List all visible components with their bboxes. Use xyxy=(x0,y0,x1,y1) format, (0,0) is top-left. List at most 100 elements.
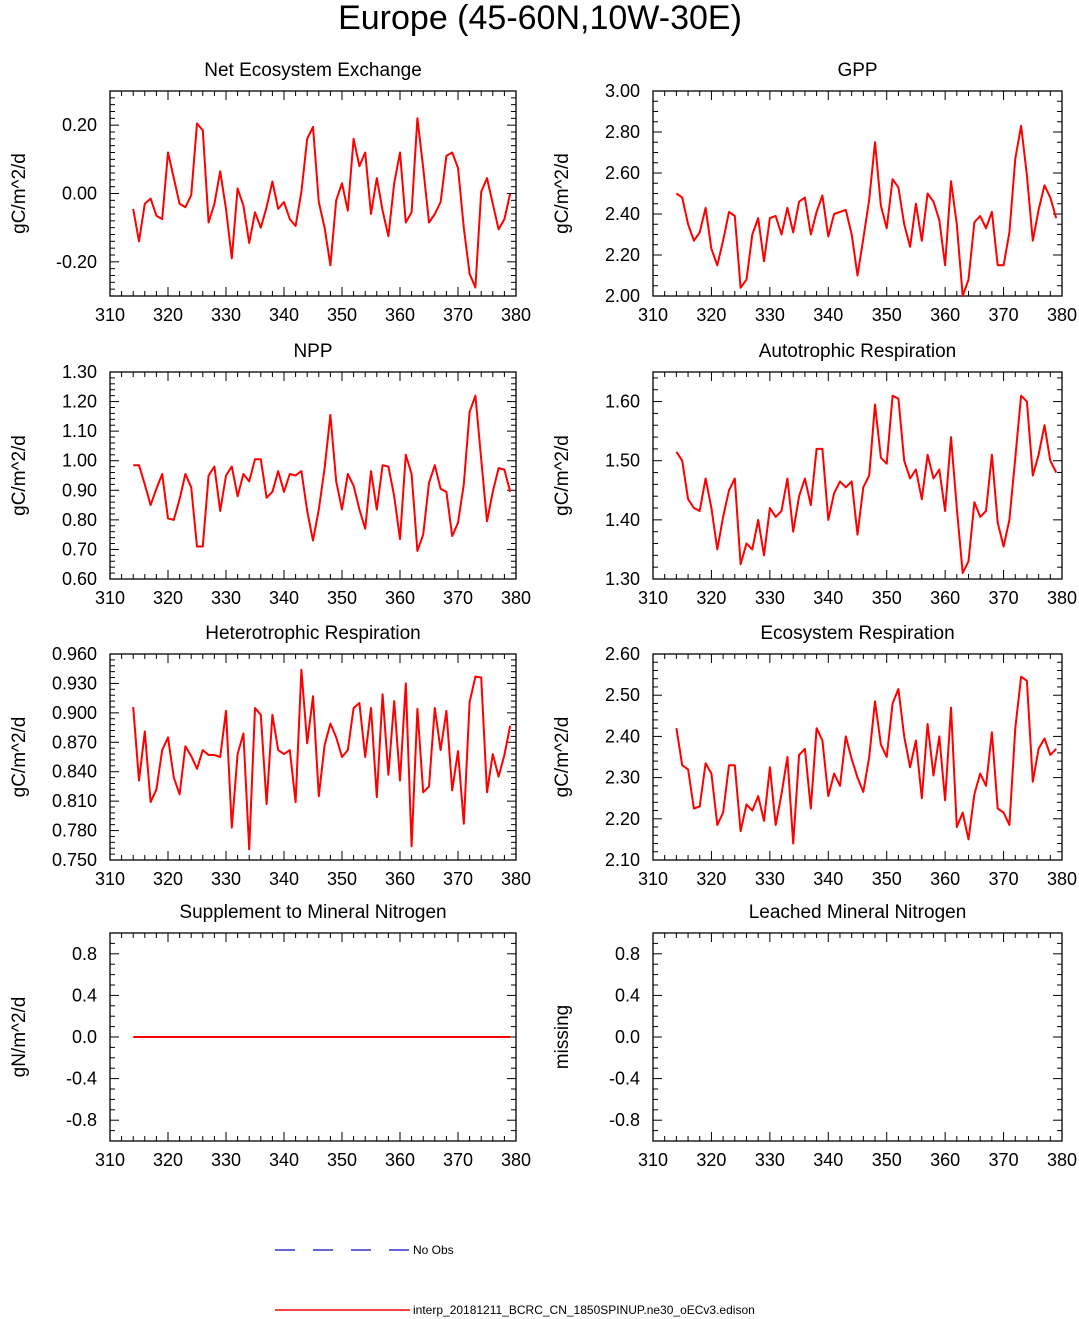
x-tick-label: 310 xyxy=(638,869,668,889)
x-tick-label: 320 xyxy=(696,869,726,889)
y-tick-label: 0.60 xyxy=(62,569,97,589)
y-tick-label: 2.20 xyxy=(605,245,640,265)
x-tick-label: 340 xyxy=(813,588,843,608)
panel-title: Autotrophic Respiration xyxy=(759,341,957,362)
x-tick-label: 370 xyxy=(989,1150,1019,1170)
x-tick-label: 360 xyxy=(930,1150,960,1170)
y-tick-label: -0.8 xyxy=(66,1110,97,1130)
y-tick-label: 0.8 xyxy=(615,944,640,964)
y-tick-label: 2.40 xyxy=(605,726,640,746)
x-tick-label: 370 xyxy=(443,1150,473,1170)
x-tick-label: 350 xyxy=(872,588,902,608)
plot-frame xyxy=(109,653,517,861)
x-tick-label: 340 xyxy=(269,305,299,325)
y-tick-label: 1.10 xyxy=(62,421,97,441)
y-axis-label: gC/m^2/d xyxy=(552,153,573,234)
x-tick-label: 350 xyxy=(327,305,357,325)
model-series-line xyxy=(132,668,512,851)
x-tick-label: 360 xyxy=(385,305,415,325)
x-tick-label: 370 xyxy=(989,588,1019,608)
panel-title: NPP xyxy=(293,341,332,362)
x-tick-label: 330 xyxy=(755,869,785,889)
model-series-line xyxy=(132,117,512,289)
y-tick-label: 0.780 xyxy=(52,821,97,841)
x-tick-label: 310 xyxy=(95,588,125,608)
y-axis-label: missing xyxy=(552,1005,573,1069)
x-tick-label: 320 xyxy=(696,1150,726,1170)
x-tick-label: 360 xyxy=(385,588,415,608)
panel-title: Heterotrophic Respiration xyxy=(205,623,420,644)
x-tick-label: 350 xyxy=(327,1150,357,1170)
x-tick-label: 380 xyxy=(501,869,531,889)
x-tick-label: 350 xyxy=(872,1150,902,1170)
x-tick-label: 380 xyxy=(1047,588,1077,608)
x-tick-label: 380 xyxy=(1047,1150,1077,1170)
x-tick-label: 330 xyxy=(755,588,785,608)
plot-frame xyxy=(109,371,517,580)
model-series-line xyxy=(675,675,1057,845)
x-tick-label: 320 xyxy=(153,588,183,608)
y-tick-label: 2.50 xyxy=(605,685,640,705)
y-tick-label: 0.810 xyxy=(52,791,97,811)
y-tick-label: 2.10 xyxy=(605,850,640,870)
x-tick-label: 370 xyxy=(443,588,473,608)
x-tick-label: 330 xyxy=(755,305,785,325)
x-tick-label: 350 xyxy=(872,869,902,889)
panel-4: Autotrophic Respiration gC/m^2/d 310 320 330… xyxy=(552,341,1077,608)
x-tick-label: 360 xyxy=(385,1150,415,1170)
model-series-line xyxy=(133,394,512,552)
panel-title: GPP xyxy=(837,60,877,81)
panel-8: Leached Mineral Nitrogen missing 310 320 330… xyxy=(552,902,1077,1170)
y-tick-label: 0.750 xyxy=(52,850,97,870)
panel-title: Leached Mineral Nitrogen xyxy=(749,902,967,923)
y-tick-label: 0.4 xyxy=(72,985,97,1005)
x-tick-label: 340 xyxy=(269,869,299,889)
y-tick-label: 0.930 xyxy=(52,673,97,693)
y-tick-label: 0.90 xyxy=(62,480,97,500)
y-tick-label: 2.60 xyxy=(605,163,640,183)
y-axis-label: gC/m^2/d xyxy=(552,717,573,798)
x-tick-label: 370 xyxy=(443,305,473,325)
y-tick-label: 0.80 xyxy=(62,510,97,530)
y-tick-label: 2.80 xyxy=(605,122,640,142)
y-tick-label: 0.4 xyxy=(615,985,640,1005)
y-tick-label: 2.20 xyxy=(605,809,640,829)
panel-1: Net Ecosystem Exchange gC/m^2/d 310 320 330 3… xyxy=(9,60,531,325)
y-tick-label: 1.40 xyxy=(605,510,640,530)
x-tick-label: 340 xyxy=(269,1150,299,1170)
plot-frame xyxy=(652,653,1063,861)
y-tick-label: 0.0 xyxy=(615,1027,640,1047)
x-tick-label: 330 xyxy=(755,1150,785,1170)
x-tick-label: 370 xyxy=(989,869,1019,889)
panel-3: NPP gC/m^2/d 310 320 330 340 350 360 370 380 0.60 0… xyxy=(9,341,531,608)
y-axis-label: gC/m^2/d xyxy=(552,435,573,516)
y-tick-label: 2.00 xyxy=(605,286,640,306)
panels: Net Ecosystem Exchange gC/m^2/d 310 320 330 3… xyxy=(9,60,1077,1170)
y-tick-label: 2.60 xyxy=(605,644,640,664)
y-tick-label: 0.0 xyxy=(72,1027,97,1047)
legend-model-label: interp_20181211_BCRC_CN_1850SPINUP.ne30_… xyxy=(413,1303,755,1317)
y-tick-label: 2.30 xyxy=(605,768,640,788)
x-tick-label: 360 xyxy=(930,305,960,325)
model-series-line xyxy=(675,394,1058,575)
y-tick-label: 1.30 xyxy=(605,569,640,589)
x-tick-label: 320 xyxy=(153,1150,183,1170)
y-tick-label: 0.8 xyxy=(72,944,97,964)
panel-title: Ecosystem Respiration xyxy=(760,623,954,644)
y-tick-label: 1.00 xyxy=(62,451,97,471)
x-tick-label: 310 xyxy=(638,305,668,325)
x-tick-label: 310 xyxy=(638,1150,668,1170)
x-tick-label: 360 xyxy=(385,869,415,889)
x-tick-label: 330 xyxy=(211,1150,241,1170)
y-tick-label: 1.60 xyxy=(605,392,640,412)
y-tick-label: 1.50 xyxy=(605,451,640,471)
y-axis-label: gN/m^2/d xyxy=(9,997,30,1078)
x-tick-label: 310 xyxy=(95,1150,125,1170)
x-tick-label: 380 xyxy=(1047,305,1077,325)
y-axis-label: gC/m^2/d xyxy=(9,435,30,516)
x-tick-label: 360 xyxy=(930,588,960,608)
panel-6: Ecosystem Respiration gC/m^2/d 310 320 330 34… xyxy=(552,623,1077,889)
x-tick-label: 370 xyxy=(989,305,1019,325)
x-tick-label: 340 xyxy=(269,588,299,608)
x-tick-label: 320 xyxy=(153,305,183,325)
